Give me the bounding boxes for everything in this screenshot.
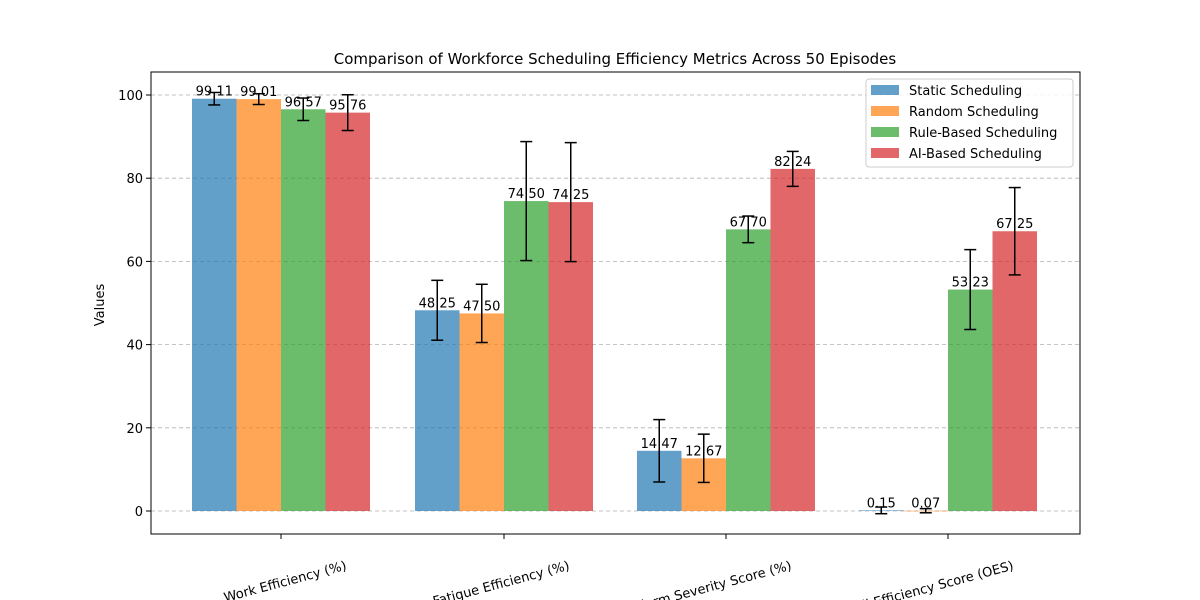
error-bar xyxy=(520,140,533,262)
legend-swatch xyxy=(871,148,899,158)
bar xyxy=(281,109,326,511)
error-bar xyxy=(564,141,577,263)
error-bar xyxy=(653,418,666,483)
data-label: 48.25 xyxy=(419,296,456,311)
y-tick-label: 0 xyxy=(135,505,143,520)
data-label: 67.25 xyxy=(996,217,1033,232)
data-label: 82.24 xyxy=(774,155,811,170)
error-bar xyxy=(208,91,221,106)
data-label: 53.23 xyxy=(952,276,989,291)
bar xyxy=(459,313,504,511)
x-category-label: Alarm Severity Score (%) xyxy=(632,559,794,600)
error-bar xyxy=(697,433,710,484)
bar xyxy=(992,231,1037,512)
error-bar xyxy=(431,279,444,341)
bar xyxy=(770,168,815,512)
plot-area xyxy=(150,71,1081,535)
data-label: 74.25 xyxy=(552,188,589,203)
error-bar xyxy=(742,215,755,244)
x-axis: Work Efficiency (%) Fatigue Efficiency (%… xyxy=(222,534,1015,600)
legend: Static Scheduling Random Scheduling Rule-B… xyxy=(865,78,1074,168)
y-tick-label: 20 xyxy=(126,422,143,437)
legend-swatch xyxy=(871,85,899,95)
error-bar xyxy=(475,283,488,344)
y-tick-label: 80 xyxy=(126,172,143,187)
error-bar xyxy=(341,94,354,132)
data-label: 99.11 xyxy=(196,85,233,100)
bar xyxy=(415,310,460,511)
data-label: 0.07 xyxy=(911,497,940,512)
x-category-label: Work Efficiency (%) xyxy=(222,559,348,600)
legend-label: AI-Based Scheduling xyxy=(909,147,1042,162)
data-label: 14.47 xyxy=(641,437,678,452)
data-label: 96.57 xyxy=(285,95,322,110)
bar xyxy=(192,98,237,512)
legend-label: Rule-Based Scheduling xyxy=(909,126,1057,141)
error-bar xyxy=(964,248,977,331)
data-label: 12.67 xyxy=(685,444,722,459)
y-tick-label: 100 xyxy=(118,89,143,104)
bar xyxy=(236,99,281,511)
error-bar xyxy=(786,150,799,188)
error-bar xyxy=(252,92,265,106)
bar xyxy=(325,112,370,511)
legend-label: Random Scheduling xyxy=(909,105,1039,120)
data-label: 47.50 xyxy=(463,299,500,314)
chart-title: Comparison of Workforce Scheduling Effic… xyxy=(334,50,897,68)
x-category-label: Overall Efficiency Score (OES) xyxy=(823,559,1015,600)
error-bar xyxy=(1008,186,1021,276)
error-bar xyxy=(297,97,310,122)
data-label: 74.50 xyxy=(508,187,545,202)
legend-box xyxy=(865,78,1074,168)
error-bars-group xyxy=(208,91,1021,515)
error-bar xyxy=(919,507,932,514)
data-label: 67.70 xyxy=(730,215,767,230)
y-axis: 0 20 40 60 80 100 xyxy=(118,89,151,520)
legend-swatch xyxy=(871,106,899,116)
y-tick-label: 40 xyxy=(126,339,143,354)
data-label: 95.76 xyxy=(329,99,366,114)
bar xyxy=(726,229,771,512)
data-labels-group: 99.11 48.25 14.47 0.15 99.01 47.50 12.67 0.07 96… xyxy=(196,85,1034,512)
error-bar xyxy=(875,506,888,515)
x-category-label: Fatigue Efficiency (%) xyxy=(431,559,571,600)
data-label: 99.01 xyxy=(240,85,277,100)
y-axis-label: Values xyxy=(93,284,108,327)
legend-swatch xyxy=(871,127,899,137)
legend-label: Static Scheduling xyxy=(909,84,1022,99)
data-label: 0.15 xyxy=(867,496,896,511)
y-tick-label: 60 xyxy=(126,255,143,270)
